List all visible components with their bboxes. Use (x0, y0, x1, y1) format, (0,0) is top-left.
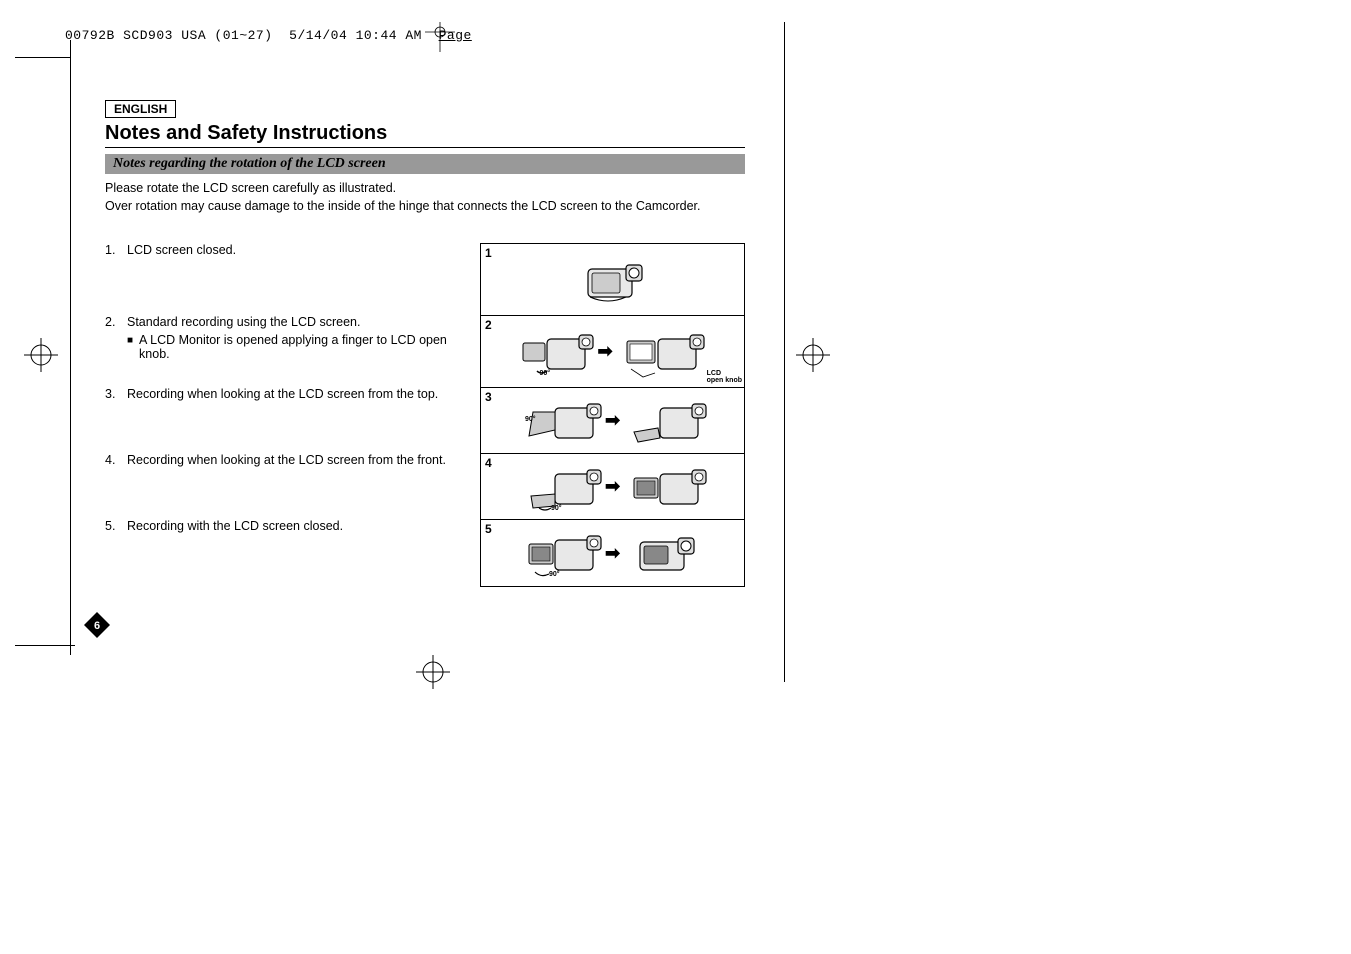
list-number: 3. (105, 387, 119, 401)
camcorder-icon: 90° (525, 464, 595, 510)
diagram-row-number: 1 (485, 246, 492, 260)
page-number-badge: 6 (82, 610, 112, 640)
registration-mark-right (796, 338, 830, 377)
crop-line-top-h (15, 57, 70, 58)
list-item-5-block: 5. Recording with the LCD screen closed. (105, 519, 470, 585)
angle-label: 90° (549, 571, 560, 578)
list-text: Standard recording using the LCD screen. (127, 315, 360, 329)
list-number: 4. (105, 453, 119, 467)
list-item-1-block: 1. LCD screen closed. (105, 243, 470, 315)
crop-line-bottom-h (15, 645, 75, 646)
diagram-row: 3 90° ➡ (481, 388, 744, 454)
intro-line-1: Please rotate the LCD screen carefully a… (105, 180, 745, 198)
diagram-column: 1 2 (480, 243, 745, 587)
language-badge: ENGLISH (105, 100, 176, 118)
list-text: LCD screen closed. (127, 243, 236, 257)
diagram-row-number: 4 (485, 456, 492, 470)
intro-text: Please rotate the LCD screen carefully a… (105, 180, 745, 215)
camcorder-icon: 90° (517, 329, 587, 375)
intro-line-2: Over rotation may cause damage to the in… (105, 198, 745, 216)
angle-label: 90° (551, 505, 562, 512)
print-slug-line: 00792B SCD903 USA (01~27) 5/14/04 10:44 … (65, 28, 472, 43)
camcorder-icon (630, 530, 700, 576)
list-number: 2. (105, 315, 119, 329)
sub-bullet: ■ A LCD Monitor is opened applying a fin… (105, 333, 470, 361)
title-underline (105, 147, 745, 148)
lcd-label-line2: open knob (707, 377, 742, 385)
section-header: Notes regarding the rotation of the LCD … (105, 154, 745, 174)
camcorder-icon (578, 257, 648, 303)
camcorder-icon: 90° (525, 530, 595, 576)
registration-mark-left (24, 338, 58, 377)
list-item: 5. Recording with the LCD screen closed. (105, 519, 470, 533)
list-item-4-block: 4. Recording when looking at the LCD scr… (105, 453, 470, 519)
diagram-row: 4 90° ➡ (481, 454, 744, 520)
list-number: 1. (105, 243, 119, 257)
list-text: Recording when looking at the LCD screen… (127, 387, 438, 401)
crop-line-right (784, 22, 785, 682)
lcd-label-line1: LCD (707, 370, 742, 378)
arrow-icon: ➡ (605, 543, 620, 564)
doc-date: 5/14/04 10:44 AM (289, 28, 422, 43)
angle-label: 90° (539, 370, 550, 377)
angle-label: 90° (525, 416, 536, 423)
diagram-row-number: 3 (485, 390, 492, 404)
camcorder-icon (630, 398, 700, 444)
two-column-layout: 1. LCD screen closed. 2. Standard record… (105, 243, 745, 587)
sub-bullet-text: A LCD Monitor is opened applying a finge… (139, 333, 470, 361)
list-text: Recording when looking at the LCD screen… (127, 453, 446, 467)
diagram-row: 2 90° ➡ (481, 316, 744, 388)
list-item-3-block: 3. Recording when looking at the LCD scr… (105, 387, 470, 453)
list-item: 3. Recording when looking at the LCD scr… (105, 387, 470, 401)
list-number: 5. (105, 519, 119, 533)
list-text: Recording with the LCD screen closed. (127, 519, 343, 533)
registration-mark-bottom (416, 655, 450, 694)
text-column: 1. LCD screen closed. 2. Standard record… (105, 243, 470, 587)
crop-line-left (70, 40, 71, 655)
diagram-row: 1 (481, 244, 744, 316)
arrow-icon: ➡ (605, 410, 620, 431)
diagram-row-number: 5 (485, 522, 492, 536)
diagram-row-number: 2 (485, 318, 492, 332)
doc-id: 00792B SCD903 USA (01~27) (65, 28, 273, 43)
camcorder-icon (623, 329, 708, 375)
lcd-open-knob-label: LCD open knob (707, 370, 742, 385)
arrow-icon: ➡ (597, 341, 612, 362)
page-title: Notes and Safety Instructions (105, 122, 745, 145)
list-item: 1. LCD screen closed. (105, 243, 470, 257)
diagram-row: 5 90° ➡ (481, 520, 744, 586)
list-item-2-block: 2. Standard recording using the LCD scre… (105, 315, 470, 387)
list-item: 2. Standard recording using the LCD scre… (105, 315, 470, 329)
content-area: ENGLISH Notes and Safety Instructions No… (105, 100, 745, 587)
arrow-icon: ➡ (605, 476, 620, 497)
page-number: 6 (94, 620, 100, 632)
bullet-icon: ■ (127, 333, 133, 361)
list-item: 4. Recording when looking at the LCD scr… (105, 453, 470, 467)
camcorder-icon (630, 464, 700, 510)
camcorder-icon: 90° (525, 398, 595, 444)
crop-mark-top (425, 22, 455, 57)
